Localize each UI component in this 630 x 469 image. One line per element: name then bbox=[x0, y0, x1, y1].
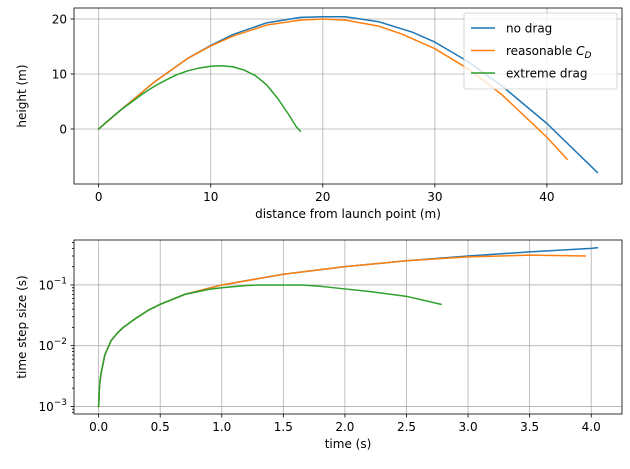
timestep-x-tick-label: 3.5 bbox=[520, 420, 539, 434]
legend-box bbox=[463, 12, 618, 90]
timestep-series-extreme-drag bbox=[97, 284, 442, 408]
trajectory-x-tick-label: 0 bbox=[95, 190, 103, 204]
timestep-grid bbox=[74, 240, 622, 414]
timestep-y-tick-exponent: −2 bbox=[54, 337, 67, 347]
legend-label-reasonable-subscript: D bbox=[585, 51, 592, 61]
timestep-y-tick-base: 10 bbox=[38, 278, 53, 292]
timestep-axes-frame bbox=[73, 239, 623, 415]
legend-label-reasonable-symbol: C bbox=[576, 44, 585, 58]
timestep-x-tick-label: 1.0 bbox=[212, 420, 231, 434]
trajectory-panel: 0 10 20 30 40 0 10 20 distance from launch poin… bbox=[15, 7, 623, 221]
timestep-panel: 0.0 0.5 1.0 1.5 2.0 2.5 3.0 3.5 4.010−310−210−1 … bbox=[15, 239, 623, 451]
timestep-y-tick-label: 10−2 bbox=[38, 337, 67, 353]
legend: no drag reasonable CD extreme drag bbox=[463, 12, 618, 90]
timestep-x-tick-label: 4.0 bbox=[582, 420, 601, 434]
timestep-x-tick-label: 0.5 bbox=[151, 420, 170, 434]
timestep-y-tick-label: 10−1 bbox=[38, 276, 67, 292]
timestep-y-tick-exponent: −3 bbox=[54, 398, 67, 408]
timestep-ticks: 0.0 0.5 1.0 1.5 2.0 2.5 3.0 3.5 4.010−310−210−1 bbox=[38, 242, 601, 434]
legend-label-no-drag: no drag bbox=[506, 22, 552, 36]
legend-label-extreme-drag: extreme drag bbox=[506, 67, 587, 81]
trajectory-x-tick-label: 20 bbox=[315, 190, 330, 204]
timestep-series bbox=[97, 246, 599, 408]
timestep-x-tick-label: 3.0 bbox=[459, 420, 478, 434]
legend-label-reasonable-cd: reasonable CD bbox=[506, 44, 592, 61]
trajectory-y-tick-label: 20 bbox=[52, 13, 67, 27]
timestep-y-tick-label: 10−3 bbox=[38, 398, 67, 414]
trajectory-ticks: 0 10 20 30 40 0 10 20 bbox=[52, 13, 555, 205]
trajectory-y-tick-label: 10 bbox=[52, 68, 67, 82]
trajectory-axes-frame bbox=[73, 7, 623, 185]
timestep-y-tick-base: 10 bbox=[38, 400, 53, 414]
timestep-y-tick-exponent: −1 bbox=[54, 276, 67, 286]
trajectory-y-tick-label: 0 bbox=[59, 123, 67, 137]
trajectory-x-tick-label: 10 bbox=[203, 190, 218, 204]
trajectory-y-axis-label: height (m) bbox=[15, 64, 29, 127]
timestep-y-tick-base: 10 bbox=[38, 339, 53, 353]
timestep-x-tick-label: 2.5 bbox=[397, 420, 416, 434]
trajectory-x-tick-label: 40 bbox=[539, 190, 554, 204]
timestep-x-tick-label: 0.0 bbox=[89, 420, 108, 434]
timestep-x-tick-label: 1.5 bbox=[274, 420, 293, 434]
trajectory-x-axis-label: distance from launch point (m) bbox=[255, 207, 441, 221]
legend-label-reasonable-text: reasonable bbox=[506, 44, 576, 58]
timestep-x-axis-label: time (s) bbox=[325, 437, 372, 451]
timestep-y-axis-label: time step size (s) bbox=[15, 275, 29, 378]
trajectory-x-tick-label: 30 bbox=[427, 190, 442, 204]
timestep-x-tick-label: 2.0 bbox=[335, 420, 354, 434]
trajectory-series-extreme-drag bbox=[97, 65, 302, 133]
